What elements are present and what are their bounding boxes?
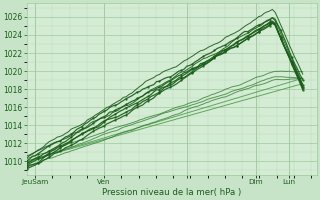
X-axis label: Pression niveau de la mer( hPa ): Pression niveau de la mer( hPa ): [102, 188, 241, 197]
